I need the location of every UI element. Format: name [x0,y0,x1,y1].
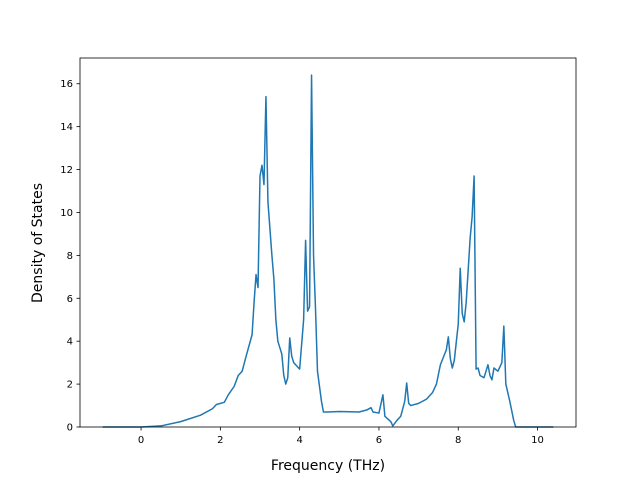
x-axis-label: Frequency (THz) [271,458,385,474]
y-tick-label: 8 [67,251,73,262]
y-tick-label: 0 [67,423,73,434]
y-axis-label: Density of States [30,183,46,303]
y-tick-label: 14 [60,122,73,133]
y-tick-label: 12 [60,165,73,176]
x-tick-label: 0 [138,435,144,446]
x-tick-label: 4 [296,435,302,446]
line-series [102,74,554,428]
x-tick-label: 10 [531,435,544,446]
x-tick-label: 2 [217,435,223,446]
plot-frame [79,57,577,428]
y-tick-label: 16 [60,79,73,90]
y-tick-label: 4 [67,337,73,348]
y-tick-label: 6 [67,294,73,305]
x-tick-label: 6 [376,435,382,446]
x-tick-label: 8 [455,435,461,446]
y-tick-label: 10 [60,208,73,219]
y-tick-label: 2 [67,380,73,391]
